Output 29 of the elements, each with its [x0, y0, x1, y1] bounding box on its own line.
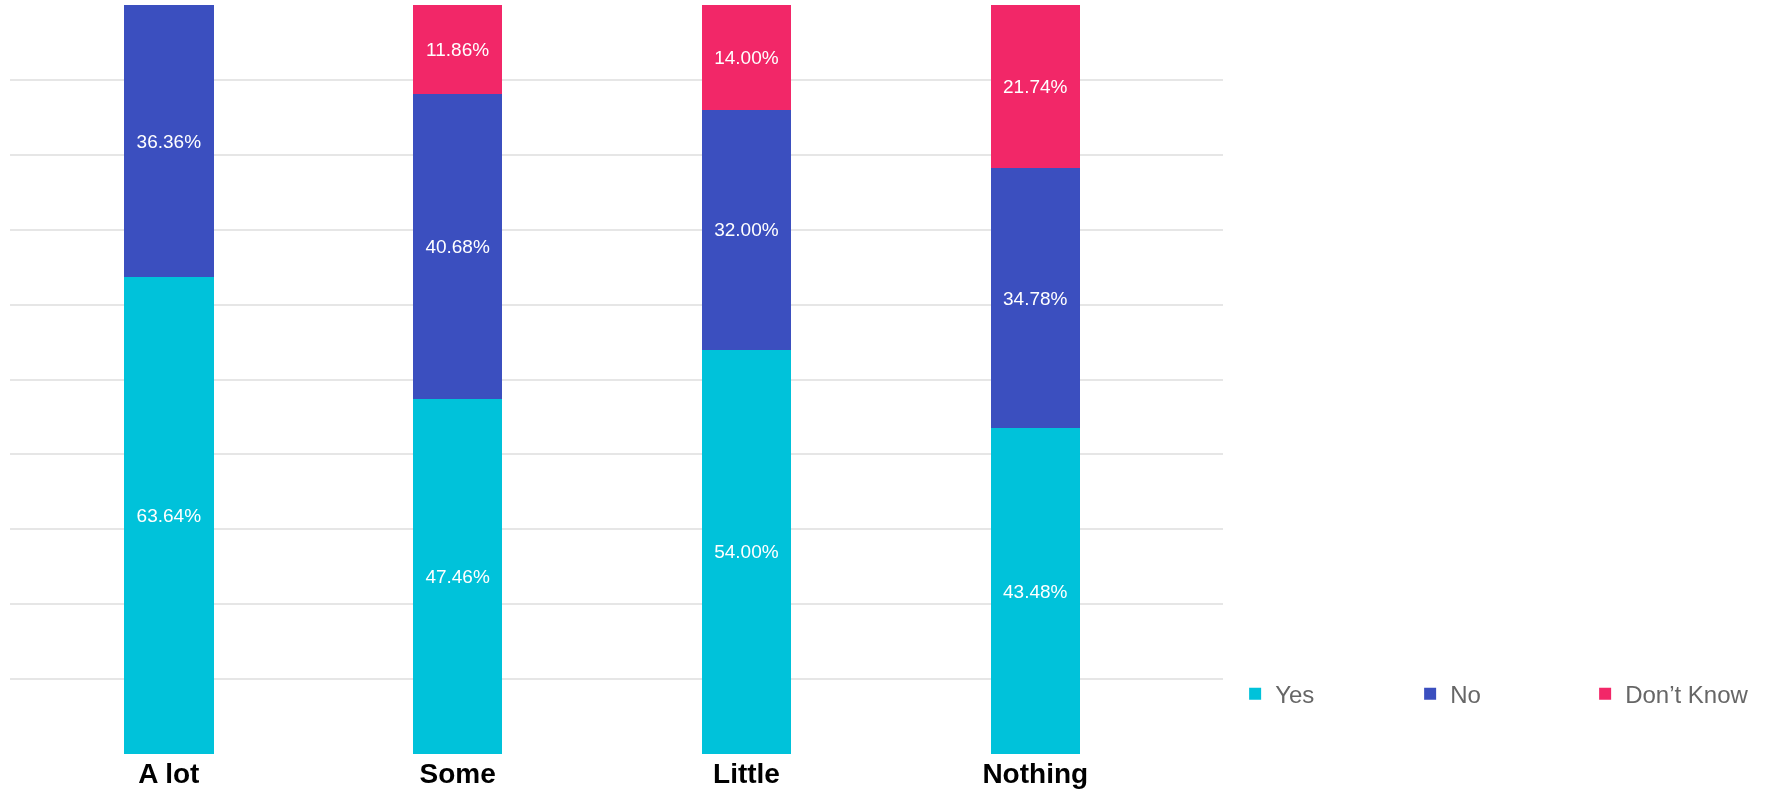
data-label: 63.64% — [136, 505, 202, 527]
bar — [701, 349, 792, 754]
data-label: 54.00% — [714, 541, 779, 563]
bar — [701, 5, 792, 110]
data-label: 21.74% — [1003, 75, 1068, 97]
data-label: 32.00% — [714, 219, 779, 241]
data-label: 14.00% — [714, 46, 779, 68]
legend-label: Yes — [1275, 681, 1315, 709]
data-label: 11.86% — [426, 38, 490, 60]
bar — [124, 5, 214, 278]
bar — [990, 428, 1081, 754]
bar — [412, 5, 503, 94]
bar — [701, 109, 792, 350]
bar — [412, 398, 503, 754]
data-label: 34.78% — [1003, 287, 1068, 309]
x-tick-label: Little — [713, 758, 780, 789]
legend-label: Don’t Know — [1625, 681, 1749, 709]
bar — [412, 93, 503, 399]
bar — [124, 277, 214, 754]
x-tick-label: Nothing — [982, 758, 1089, 789]
data-label: 40.68% — [425, 235, 490, 257]
legend-label: No — [1450, 681, 1481, 709]
data-label: 47.46% — [425, 565, 490, 587]
bar — [990, 167, 1081, 429]
bar — [990, 5, 1081, 168]
data-label: 36.36% — [136, 130, 202, 152]
data-label: 43.48% — [1003, 580, 1068, 602]
x-tick-label: A lot — [138, 758, 200, 789]
x-tick-label: Some — [419, 758, 496, 789]
